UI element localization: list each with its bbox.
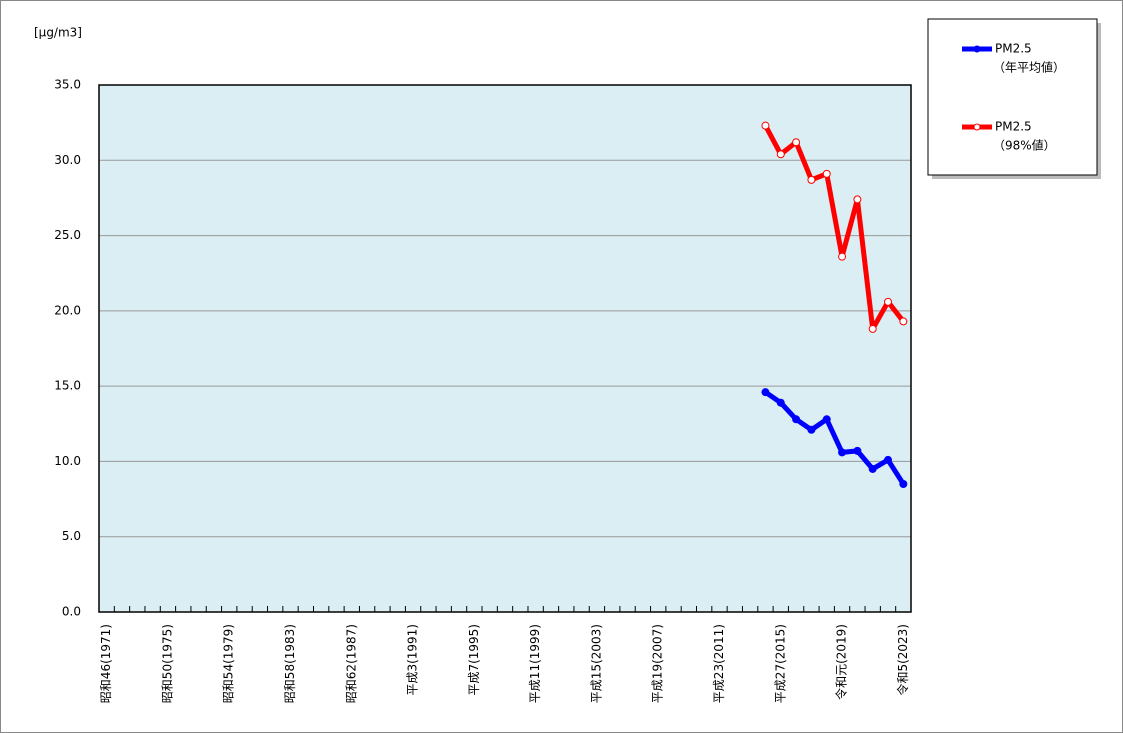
- data-point: [792, 138, 801, 147]
- data-point: [853, 446, 862, 455]
- y-tick-label: 5.0: [62, 529, 81, 543]
- data-point: [792, 415, 801, 424]
- data-point: [807, 425, 816, 434]
- data-point: [761, 388, 770, 397]
- legend: [927, 18, 1098, 176]
- x-tick-label: 平成27(2015): [773, 624, 787, 703]
- y-tick-label: 15.0: [54, 379, 81, 393]
- data-point: [807, 175, 816, 184]
- legend-sublabel: （年平均値）: [993, 60, 1065, 75]
- data-point: [776, 150, 785, 159]
- legend-sublabel: （98%値）: [993, 138, 1056, 153]
- legend-label: PM2.5: [995, 120, 1032, 134]
- series-line: [764, 390, 906, 486]
- x-tick-label: 昭和58(1983): [283, 624, 297, 703]
- data-point: [822, 415, 831, 424]
- x-tick-label: 平成7(1995): [467, 624, 481, 696]
- series-line: [763, 124, 906, 332]
- plot-border: [98, 84, 912, 613]
- x-tick-label: 昭和50(1975): [160, 624, 174, 703]
- legend-marker: [973, 45, 981, 53]
- x-tick-label: 平成15(2003): [589, 624, 603, 703]
- data-point: [884, 297, 893, 306]
- x-tick-label: 昭和62(1987): [344, 624, 358, 703]
- x-tick-label: 昭和54(1979): [222, 624, 236, 703]
- y-tick-label: 30.0: [54, 153, 81, 167]
- data-point: [884, 455, 893, 464]
- legend-marker: [973, 123, 981, 131]
- data-point: [868, 464, 877, 473]
- data-point: [838, 252, 847, 261]
- x-tick-label: 令和元(2019): [834, 624, 849, 700]
- x-tick-label: 平成23(2011): [712, 624, 726, 703]
- data-point: [822, 169, 831, 178]
- x-tick-label: 令和5(2023): [895, 624, 910, 696]
- data-point: [899, 480, 908, 489]
- x-tick-label: 平成11(1999): [528, 624, 542, 703]
- data-point: [868, 324, 877, 333]
- data-point: [853, 195, 862, 204]
- legend-label: PM2.5: [995, 42, 1032, 56]
- y-tick-label: 10.0: [54, 454, 81, 468]
- data-point: [899, 317, 908, 326]
- plot-area: [99, 85, 911, 612]
- x-tick-label: 平成3(1991): [406, 624, 420, 696]
- y-tick-label: 25.0: [54, 228, 81, 242]
- y-unit-label: [μg/m3]: [34, 26, 82, 40]
- data-point: [761, 121, 770, 130]
- data-point: [838, 448, 847, 457]
- data-point: [776, 398, 785, 407]
- x-tick-label: 平成19(2007): [651, 624, 665, 703]
- y-tick-label: 20.0: [54, 303, 81, 317]
- x-tick-label: 昭和46(1971): [99, 624, 113, 703]
- y-tick-label: 0.0: [62, 605, 81, 619]
- y-tick-label: 35.0: [54, 78, 81, 92]
